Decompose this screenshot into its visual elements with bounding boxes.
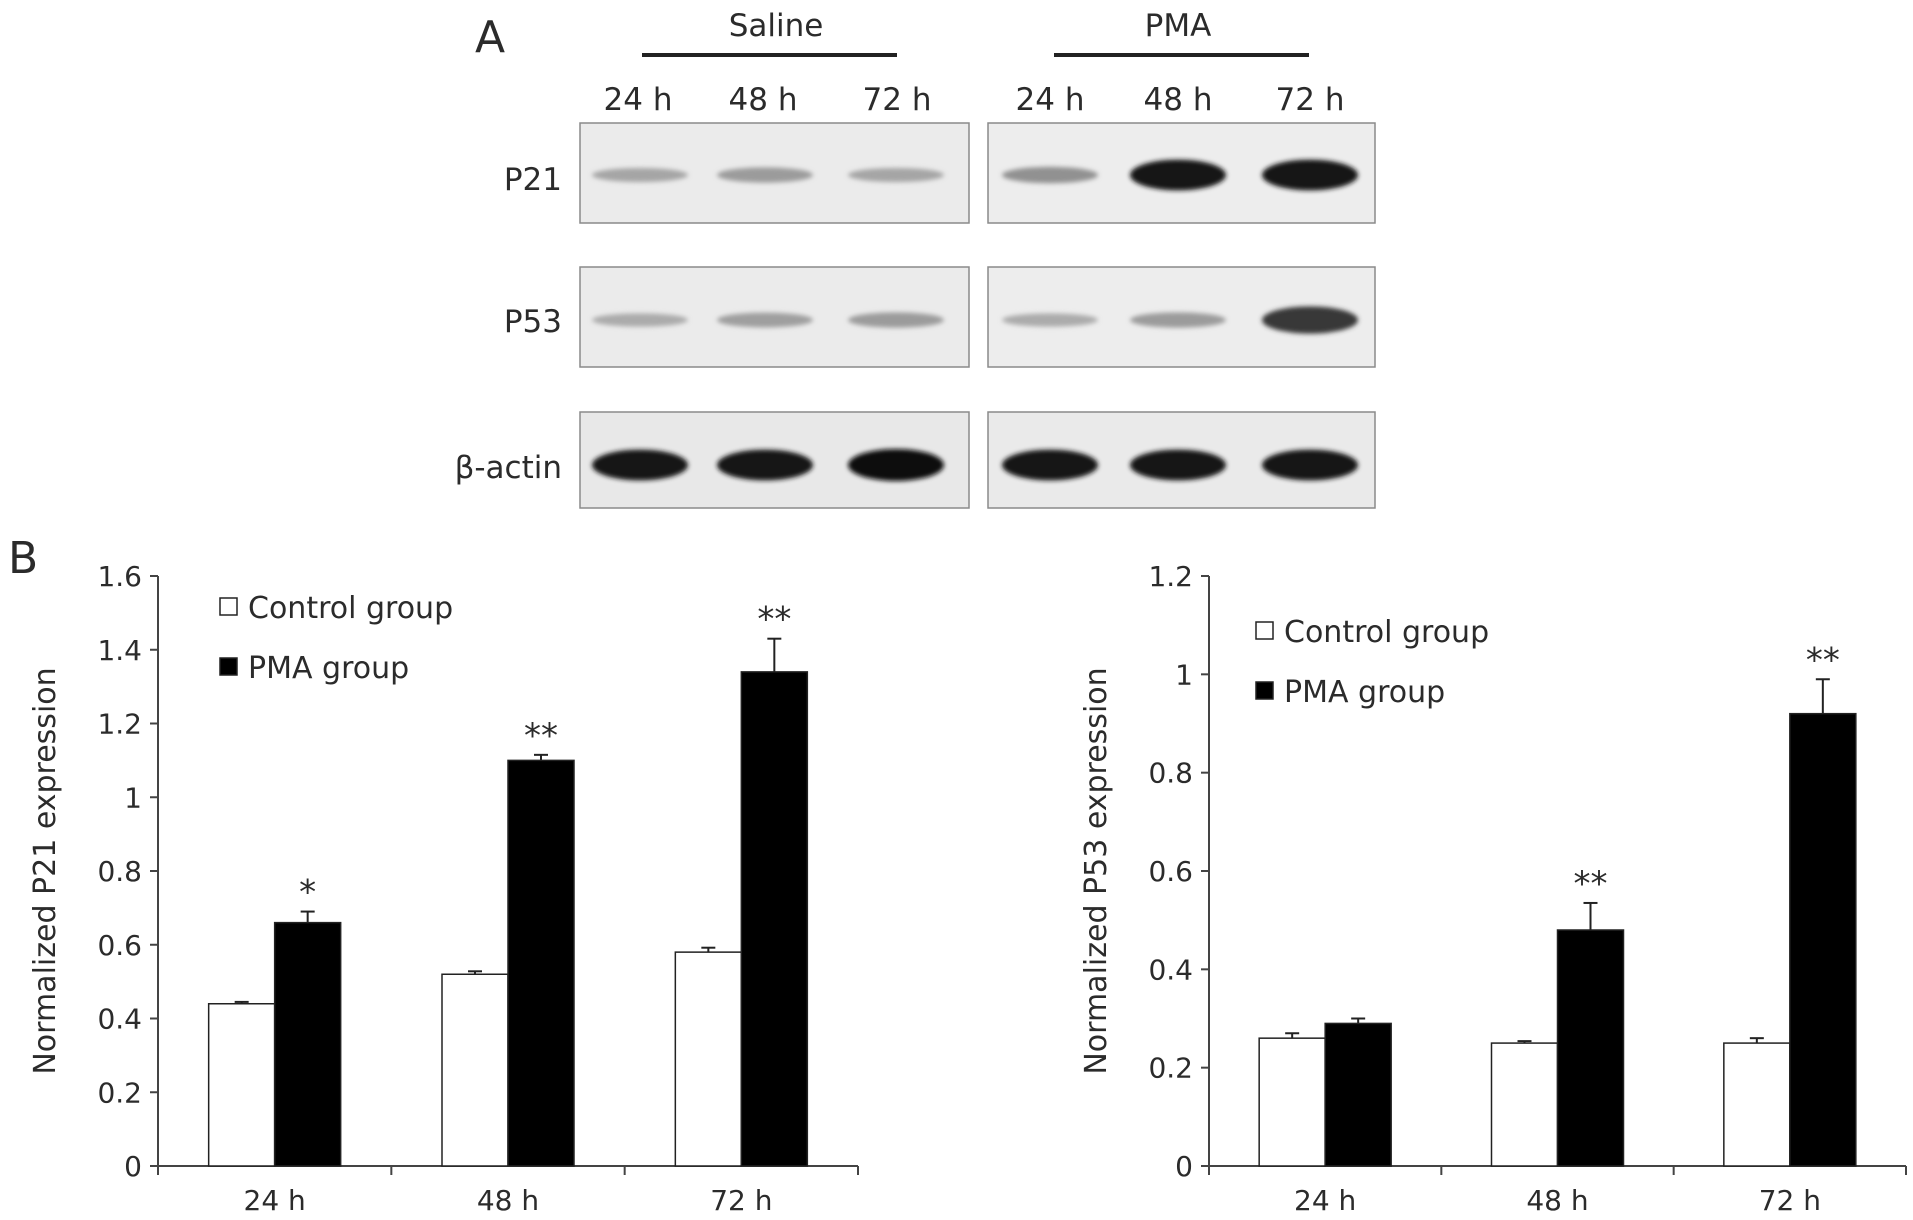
blot-bands xyxy=(592,159,1358,481)
y-tick-label: 1 xyxy=(1175,658,1193,691)
y-tick-label: 1.2 xyxy=(1148,560,1193,593)
p53-band xyxy=(717,312,813,328)
p53-band xyxy=(1130,312,1226,328)
pma-bar xyxy=(740,671,809,1167)
p21-row-label: P21 xyxy=(504,162,562,198)
beta-actin-band xyxy=(1002,449,1098,481)
x-tick-label: 48 h xyxy=(477,1184,539,1217)
p21-band xyxy=(1130,159,1226,191)
lane-label: 24 h xyxy=(1016,82,1085,118)
y-tick-label: 1.6 xyxy=(97,560,142,593)
control-bar xyxy=(441,973,509,1167)
p53-band xyxy=(848,312,944,328)
panel-b-label: B xyxy=(8,533,38,584)
control-bar xyxy=(1258,1037,1326,1167)
y-tick-label: 1.2 xyxy=(97,708,142,741)
lane-label: 48 h xyxy=(1144,82,1213,118)
beta-actin-row-label: β-actin xyxy=(455,450,562,486)
significance-marker: * xyxy=(299,873,316,913)
beta-actin-band xyxy=(1262,449,1358,481)
legend-label-pma: PMA group xyxy=(1284,675,1445,710)
beta-actin-band xyxy=(848,449,944,481)
lane-label: 72 h xyxy=(1276,82,1345,118)
pma-bar xyxy=(273,921,342,1167)
beta-actin-band xyxy=(592,449,688,481)
legend-label-control: Control group xyxy=(1284,615,1489,650)
legend-swatch-control xyxy=(1255,621,1274,640)
significance-marker: ** xyxy=(757,600,791,640)
x-tick-label: 24 h xyxy=(1294,1184,1356,1217)
y-tick-label: 0.8 xyxy=(1148,757,1193,790)
y-tick-label: 1 xyxy=(124,781,142,814)
control-bar xyxy=(1490,1042,1559,1167)
y-tick-label: 0 xyxy=(1175,1150,1193,1183)
p53-band xyxy=(1002,313,1098,327)
pma-group-label: PMA xyxy=(1145,8,1212,44)
p53-band xyxy=(1262,306,1358,334)
x-tick-label: 72 h xyxy=(710,1184,772,1217)
y-tick-label: 0.2 xyxy=(97,1076,142,1109)
pma-bar xyxy=(1789,712,1857,1167)
y-tick-label: 0.6 xyxy=(1148,855,1193,888)
legend-swatch-pma xyxy=(219,657,238,676)
saline-group-label: Saline xyxy=(729,8,824,44)
western-blot-panel: A Saline PMA 24 h 48 h 72 h 24 h 48 h 72… xyxy=(455,8,1376,509)
p21-band xyxy=(592,168,688,182)
beta-actin-band xyxy=(1130,449,1226,481)
x-tick-label: 48 h xyxy=(1526,1184,1588,1217)
p53-bar-chart: 0 0.2 0.4 0.6 0.8 1 1.2 Normalized P53 expressi… xyxy=(1079,560,1907,1217)
y-axis-label: Normalized P53 expression xyxy=(1079,667,1114,1074)
significance-marker: ** xyxy=(1574,864,1608,904)
p53-band xyxy=(592,313,688,327)
significance-marker: ** xyxy=(524,716,558,756)
x-tick-label: 72 h xyxy=(1759,1184,1821,1217)
y-tick-label: 0.2 xyxy=(1148,1052,1193,1085)
p21-band xyxy=(848,168,944,182)
legend-swatch-control xyxy=(219,597,238,616)
pma-bar xyxy=(1324,1022,1392,1167)
pma-bar xyxy=(507,759,575,1167)
y-tick-label: 0.6 xyxy=(97,929,142,962)
p53-row-label: P53 xyxy=(504,304,562,340)
p21-band xyxy=(1262,159,1358,191)
p21-band xyxy=(1002,166,1098,184)
y-tick-label: 1.4 xyxy=(97,634,142,667)
panel-a-label: A xyxy=(475,12,505,63)
legend-label-control: Control group xyxy=(248,591,453,626)
control-bar xyxy=(674,951,743,1167)
control-bar xyxy=(1723,1042,1791,1167)
y-tick-label: 0 xyxy=(124,1150,142,1183)
lane-label: 24 h xyxy=(604,82,673,118)
lane-label: 48 h xyxy=(729,82,798,118)
y-tick-label: 0.8 xyxy=(97,855,142,888)
p21-band xyxy=(717,167,813,183)
legend-swatch-pma xyxy=(1255,681,1274,700)
significance-marker: ** xyxy=(1806,640,1840,680)
pma-bar xyxy=(1556,929,1625,1167)
y-tick-label: 0.4 xyxy=(1148,953,1193,986)
beta-actin-band xyxy=(717,449,813,481)
lane-label: 72 h xyxy=(863,82,932,118)
x-tick-label: 24 h xyxy=(244,1184,306,1217)
p21-bar-chart: 0 0.2 0.4 0.6 0.8 1 1.2 1.4 1.6 Normalized P21 ex… xyxy=(28,560,859,1217)
control-bar xyxy=(207,1003,276,1167)
legend-label-pma: PMA group xyxy=(248,651,409,686)
y-axis-label: Normalized P21 expression xyxy=(28,667,63,1074)
y-tick-label: 0.4 xyxy=(97,1003,142,1036)
